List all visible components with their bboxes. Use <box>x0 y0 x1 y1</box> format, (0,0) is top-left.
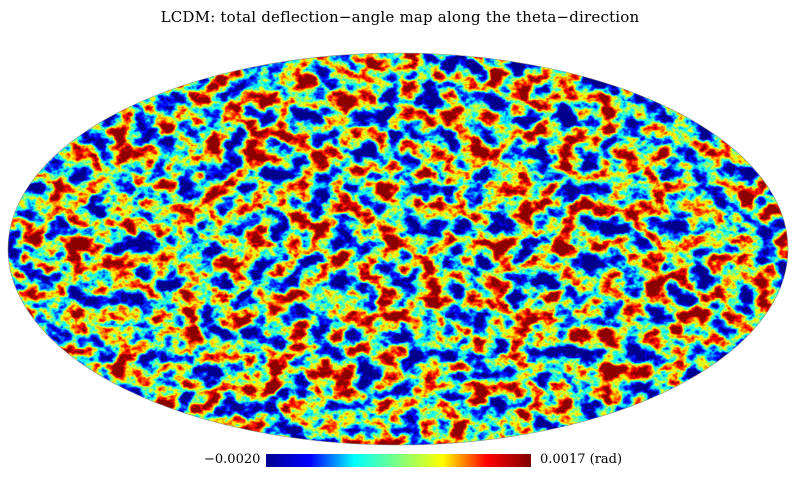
chart-title: LCDM: total deflection−angle map along t… <box>160 8 640 26</box>
colorbar-gradient <box>266 454 531 467</box>
colorbar-min-label: −0.0020 <box>204 452 261 467</box>
map-outline <box>7 52 789 446</box>
map-field <box>8 53 788 445</box>
colorbar-max-label: 0.0017 (rad) <box>540 452 623 467</box>
colorbar <box>266 454 531 467</box>
